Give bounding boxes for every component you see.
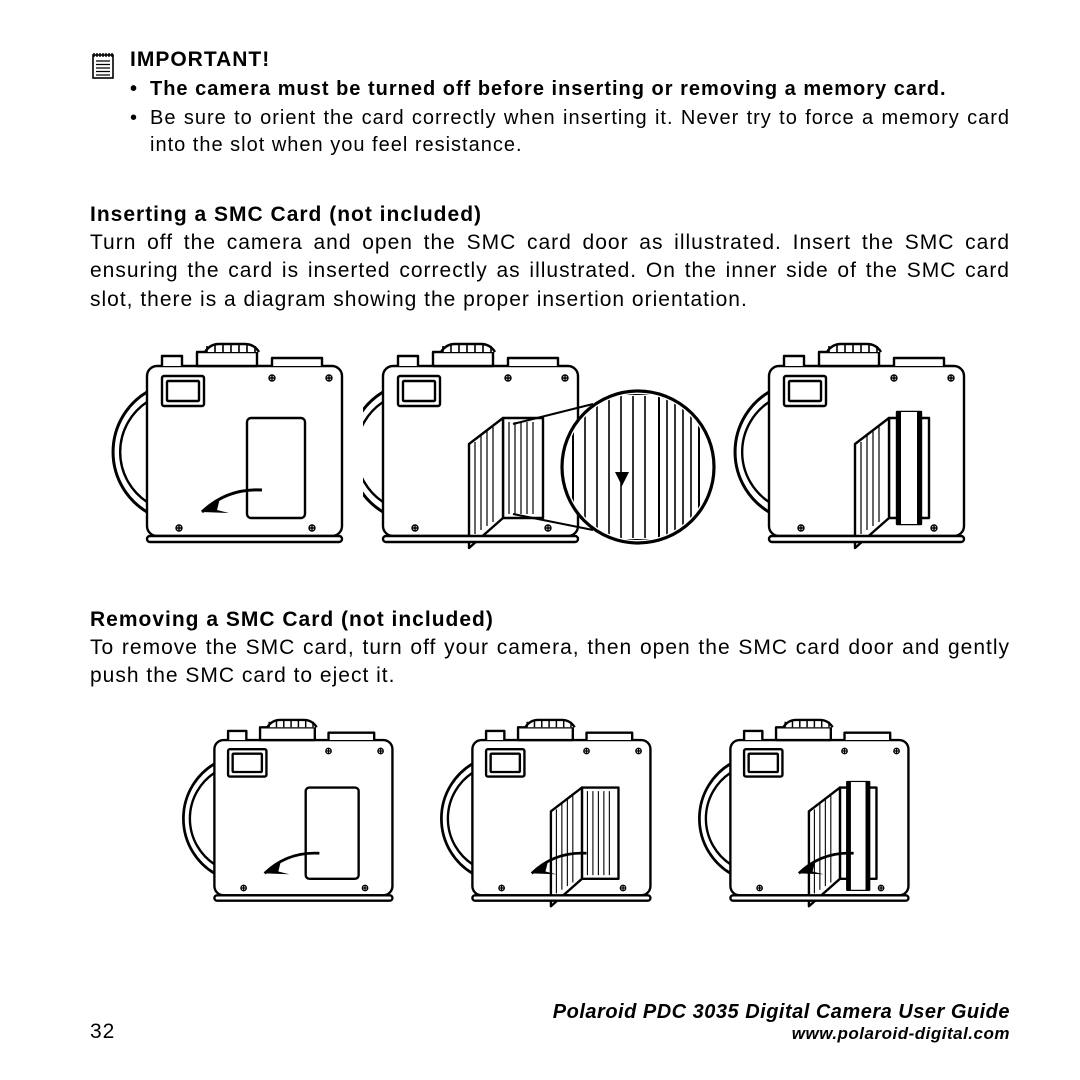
important-heading: IMPORTANT! (130, 48, 1010, 72)
camera-diagram-4 (177, 709, 407, 919)
section-insert: Inserting a SMC Card (not included) Turn… (90, 203, 1010, 314)
diagram-row-insert (76, 332, 1010, 572)
important-bullet-2: Be sure to orient the card correctly whe… (150, 105, 1010, 159)
important-bullet-1: The camera must be turned off before ins… (150, 76, 1010, 103)
section-remove-body: To remove the SMC card, turn off your ca… (90, 634, 1010, 691)
camera-diagram-3 (729, 332, 979, 572)
page-footer: 32 Polaroid PDC 3035 Digital Camera User… (90, 1001, 1010, 1044)
footer-url: www.polaroid-digital.com (553, 1024, 1010, 1044)
section-insert-body: Turn off the camera and open the SMC car… (90, 229, 1010, 314)
section-insert-heading: Inserting a SMC Card (not included) (90, 203, 1010, 227)
important-callout: IMPORTANT! The camera must be turned off… (90, 48, 1010, 161)
footer-title: Polaroid PDC 3035 Digital Camera User Gu… (553, 1001, 1010, 1024)
notepad-icon (90, 50, 116, 161)
important-text: IMPORTANT! The camera must be turned off… (130, 48, 1010, 161)
diagram-row-remove (90, 709, 1010, 919)
camera-diagram-2 (363, 332, 723, 572)
camera-diagram-1 (107, 332, 357, 572)
section-remove-heading: Removing a SMC Card (not included) (90, 608, 1010, 632)
page-number: 32 (90, 1020, 115, 1044)
section-remove: Removing a SMC Card (not included) To re… (90, 608, 1010, 691)
camera-diagram-6 (693, 709, 923, 919)
camera-diagram-5 (435, 709, 665, 919)
